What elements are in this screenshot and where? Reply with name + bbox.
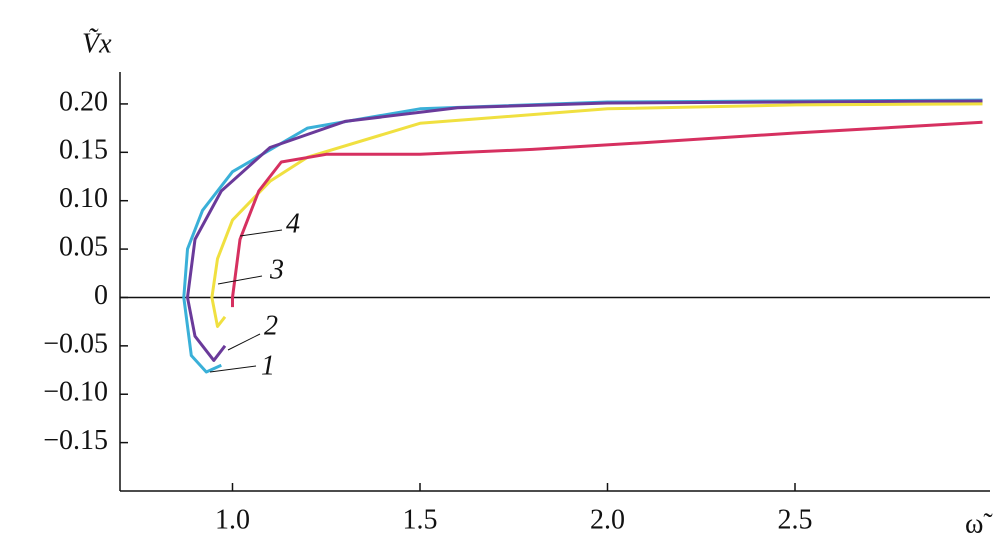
leader-line	[217, 275, 263, 285]
x-axis-label: ω̃	[965, 508, 993, 539]
y-tick-label: 0	[94, 280, 108, 311]
y-tick-label: −0.15	[43, 425, 108, 456]
series-line	[231, 120, 983, 308]
curve-label: 1	[261, 350, 275, 381]
curve-label: 3	[269, 254, 284, 285]
y-tick-label: −0.05	[43, 328, 108, 359]
leader-line	[209, 365, 257, 373]
y-tick-label: 0.05	[59, 232, 108, 263]
x-tick-label: 2.0	[590, 504, 625, 535]
curve-label: 4	[286, 208, 300, 239]
x-tick-label: 2.5	[778, 504, 813, 535]
series-line	[186, 99, 983, 362]
leader-line	[239, 229, 283, 237]
curve-label: 2	[264, 310, 278, 341]
y-axis-label: Ṽx	[82, 28, 112, 59]
y-tick-label: 0.15	[59, 135, 108, 166]
y-tick-label: −0.10	[43, 377, 108, 408]
x-tick-label: 1.0	[215, 504, 250, 535]
x-tick-label: 1.5	[403, 504, 438, 535]
series-line	[182, 98, 983, 374]
y-tick-label: 0.10	[59, 183, 108, 214]
series-line	[210, 102, 983, 328]
leader-line	[227, 333, 261, 351]
y-tick-label: 0.20	[59, 86, 108, 117]
